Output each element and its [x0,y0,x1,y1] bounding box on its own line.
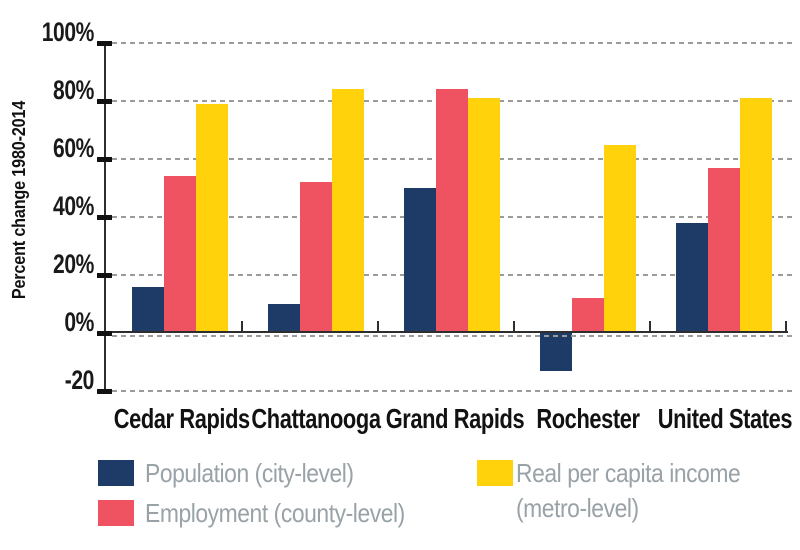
legend-label-population: Population (city-level) [145,456,354,491]
y-axis-tick [97,273,112,278]
x-category-label: Chattanooga [251,403,381,434]
y-axis-tick [97,157,112,162]
bar-population-grand-rapids [404,188,436,333]
legend-label-line: (metro-level) [516,493,639,523]
legend-swatch-population [98,460,134,486]
legend-label-line: Employment (county-level) [145,498,405,528]
x-axis-boundary-tick [241,321,243,333]
bar-real-chattanooga [332,89,364,333]
bar-population-cedar-rapids [132,286,164,333]
x-category-label: Grand Rapids [385,403,525,434]
bar-population-rochester [540,333,572,371]
legend-swatch-income [477,460,513,486]
gridline [112,42,793,44]
y-axis-tick [97,215,112,220]
legend-label-line: Population (city-level) [145,458,354,488]
x-axis-boundary-tick [785,321,787,333]
x-axis-line [104,331,788,333]
legend-label-employment: Employment (county-level) [145,496,405,531]
y-tick-label: 0% [64,307,94,337]
bar-real-united-states [740,98,772,333]
y-tick-label: 60% [53,133,94,163]
x-category-label: United States [657,403,793,434]
bar-real-grand-rapids [468,98,500,333]
bar-employment-united-states [708,167,740,333]
y-tick-label: 40% [53,191,94,221]
bar-employment-grand-rapids [436,89,468,333]
y-tick-label: 100% [41,17,95,47]
bar-employment-chattanooga [300,182,332,333]
legend-label-income: Real per capita income (metro-level) [516,456,741,526]
y-axis-tick [97,99,112,104]
bar-population-chattanooga [268,304,300,333]
y-axis-tick [97,331,112,336]
y-axis-tick [97,389,112,394]
y-tick-label: -20 [64,365,95,395]
bar-employment-cedar-rapids [164,176,196,333]
y-tick-label: 80% [53,75,94,105]
x-axis-boundary-tick [377,321,379,333]
x-axis-boundary-tick [649,321,651,333]
gridline [112,390,793,392]
x-category-label: Cedar Rapids [113,403,250,434]
y-axis-tick [97,41,112,46]
bar-real-rochester [604,144,636,333]
bar-real-cedar-rapids [196,103,228,333]
y-tick-label: 20% [53,249,94,279]
legend-label-line: Real per capita income [516,458,741,488]
gridline-zero [112,335,793,337]
bar-population-united-states [676,222,708,333]
bar-employment-rochester [572,298,604,333]
legend-swatch-employment [98,500,134,526]
x-category-label: Rochester [536,403,640,434]
x-axis-boundary-tick [513,321,515,333]
